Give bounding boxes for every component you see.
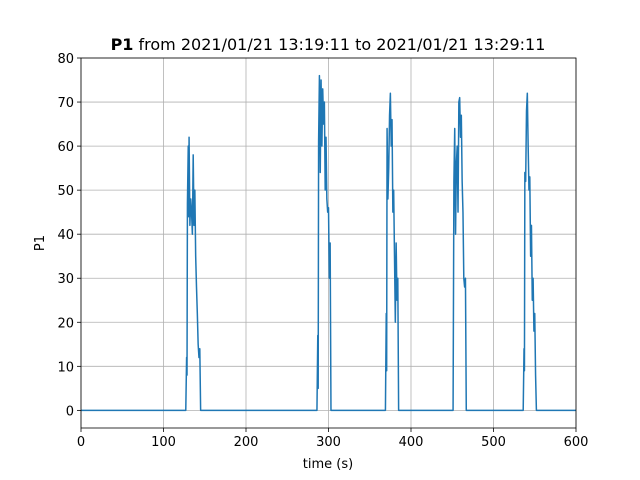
title-bold: P1 <box>111 35 134 54</box>
y-tick-label: 0 <box>66 404 74 419</box>
x-tick-label: 200 <box>234 435 259 450</box>
y-tick-label: 20 <box>57 316 74 331</box>
y-tick-label: 70 <box>57 96 74 111</box>
x-tick-label: 600 <box>564 435 589 450</box>
y-tick-label: 60 <box>57 140 74 155</box>
x-tick-label: 100 <box>151 435 176 450</box>
x-tick-label: 400 <box>399 435 424 450</box>
y-tick-label: 50 <box>57 184 74 199</box>
data-line <box>81 74 576 412</box>
x-tick-label: 500 <box>481 435 506 450</box>
chart-title: P1 from 2021/01/21 13:19:11 to 2021/01/2… <box>111 35 546 54</box>
plot-frame <box>80 57 577 429</box>
y-tick-label: 30 <box>57 272 74 287</box>
y-axis-label: P1 <box>33 235 48 251</box>
y-tick-label: 80 <box>57 52 74 67</box>
title-rest: from 2021/01/21 13:19:11 to 2021/01/21 1… <box>139 35 546 54</box>
x-axis-label: time (s) <box>303 457 353 472</box>
y-tick-label: 10 <box>57 360 74 375</box>
x-tick-label: 0 <box>77 435 85 450</box>
x-tick-label: 300 <box>316 435 341 450</box>
y-tick-label: 40 <box>57 228 74 243</box>
